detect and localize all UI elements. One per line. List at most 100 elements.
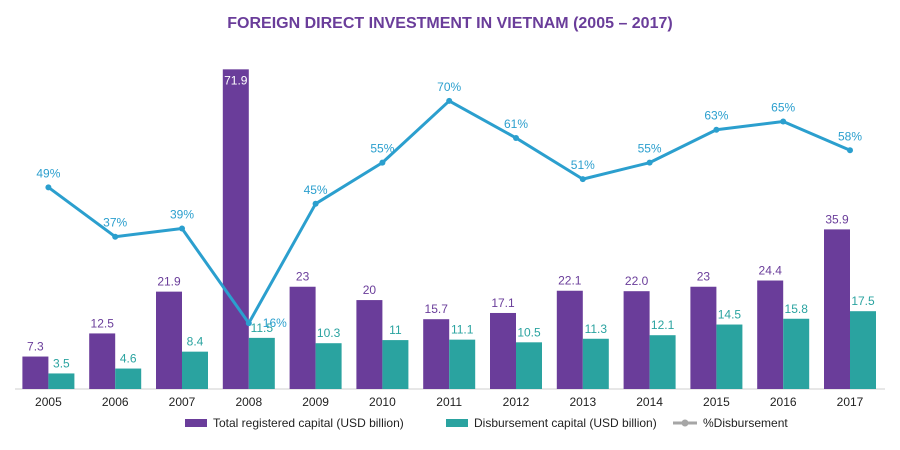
data-label-pct-disbursement-2009: 45% bbox=[304, 183, 328, 197]
x-tick-2012: 2012 bbox=[503, 395, 530, 409]
point-pct-disbursement-2010 bbox=[379, 159, 386, 166]
data-label-total-registered-2010: 20 bbox=[363, 283, 377, 297]
point-pct-disbursement-2005 bbox=[45, 184, 52, 191]
bar-total-registered-2014 bbox=[623, 291, 650, 389]
bar-total-registered-2011 bbox=[423, 319, 450, 389]
data-label-total-registered-2005: 7.3 bbox=[27, 340, 44, 354]
data-label-disbursement-2012: 10.5 bbox=[517, 325, 541, 339]
x-tick-2005: 2005 bbox=[35, 395, 62, 409]
data-label-disbursement-2005: 3.5 bbox=[53, 356, 70, 370]
data-label-disbursement-2014: 12.1 bbox=[651, 318, 675, 332]
x-tick-2016: 2016 bbox=[770, 395, 797, 409]
bar-total-registered-2008 bbox=[222, 69, 249, 389]
bar-total-registered-2009 bbox=[289, 286, 316, 389]
data-label-total-registered-2006: 12.5 bbox=[91, 316, 115, 330]
data-label-disbursement-2009: 10.3 bbox=[317, 326, 341, 340]
point-pct-disbursement-2009 bbox=[312, 200, 319, 207]
x-tick-2008: 2008 bbox=[235, 395, 262, 409]
bar-total-registered-2007 bbox=[156, 291, 182, 389]
data-label-total-registered-2011: 15.7 bbox=[425, 302, 449, 316]
bar-total-registered-2012 bbox=[490, 312, 516, 389]
legend: Total registered capital (USD billion) D… bbox=[185, 416, 788, 430]
bar-total-registered-2006 bbox=[89, 333, 116, 389]
data-label-disbursement-2011: 11.1 bbox=[451, 323, 474, 337]
point-pct-disbursement-2011 bbox=[446, 97, 453, 104]
bar-disbursement-2006 bbox=[115, 368, 142, 389]
bar-total-registered-2015 bbox=[690, 286, 717, 389]
bar-disbursement-2008 bbox=[248, 337, 275, 389]
data-label-pct-disbursement-2015: 63% bbox=[704, 109, 728, 123]
point-pct-disbursement-2013 bbox=[579, 176, 586, 183]
legend-label-total-registered: Total registered capital (USD billion) bbox=[213, 416, 404, 430]
x-tick-2006: 2006 bbox=[102, 395, 129, 409]
data-label-disbursement-2015: 14.5 bbox=[718, 308, 742, 322]
data-label-pct-disbursement-2005: 49% bbox=[36, 166, 60, 180]
point-pct-disbursement-2014 bbox=[646, 159, 653, 166]
data-label-disbursement-2006: 4.6 bbox=[120, 352, 137, 366]
data-label-total-registered-2014: 22.0 bbox=[625, 274, 649, 288]
point-pct-disbursement-2006 bbox=[112, 233, 119, 240]
data-label-disbursement-2016: 15.8 bbox=[785, 302, 809, 316]
point-pct-disbursement-2016 bbox=[780, 118, 787, 125]
bar-disbursement-2013 bbox=[582, 338, 609, 389]
line-pct-disbursement bbox=[47, 99, 851, 325]
data-label-total-registered-2013: 22.1 bbox=[558, 274, 582, 288]
data-label-total-registered-2016: 24.4 bbox=[759, 264, 783, 278]
legend-label-disbursement: Disbursement capital (USD billion) bbox=[474, 416, 657, 430]
bar-total-registered-2017 bbox=[824, 229, 850, 389]
point-pct-disbursement-2008 bbox=[245, 320, 252, 327]
data-label-pct-disbursement-2017: 58% bbox=[838, 129, 862, 143]
data-label-pct-disbursement-2006: 37% bbox=[103, 216, 127, 230]
point-pct-disbursement-2012 bbox=[513, 134, 519, 141]
bar-disbursement-2007 bbox=[182, 351, 208, 389]
bar-total-registered-2010 bbox=[356, 300, 383, 389]
bar-disbursement-2009 bbox=[315, 343, 342, 389]
data-label-disbursement-2008: 11.5 bbox=[251, 321, 274, 335]
data-label-pct-disbursement-2010: 55% bbox=[370, 142, 394, 156]
data-label-pct-disbursement-2012: 61% bbox=[504, 117, 528, 131]
data-label-pct-disbursement-2013: 51% bbox=[571, 158, 595, 172]
data-label-total-registered-2008: 71.9 bbox=[224, 73, 248, 87]
data-label-pct-disbursement-2016: 65% bbox=[771, 101, 795, 115]
data-label-total-registered-2009: 23 bbox=[296, 270, 310, 284]
legend-marker-pct-disbursement bbox=[681, 419, 689, 427]
bar-total-registered-2013 bbox=[556, 290, 583, 389]
bar-disbursement-2010 bbox=[382, 340, 409, 389]
x-tick-2013: 2013 bbox=[569, 395, 596, 409]
data-label-total-registered-2007: 21.9 bbox=[157, 275, 181, 289]
legend-label-pct-disbursement: %Disbursement bbox=[703, 416, 788, 430]
data-label-pct-disbursement-2014: 55% bbox=[638, 142, 662, 156]
data-label-disbursement-2017: 17.5 bbox=[851, 294, 875, 308]
data-label-disbursement-2007: 8.4 bbox=[187, 335, 204, 349]
x-tick-2009: 2009 bbox=[302, 395, 329, 409]
bar-total-registered-2016 bbox=[757, 280, 784, 389]
x-tick-2014: 2014 bbox=[636, 395, 663, 409]
data-label-pct-disbursement-2008: 16% bbox=[263, 316, 287, 330]
chart-title: FOREIGN DIRECT INVESTMENT IN VIETNAM (20… bbox=[227, 15, 672, 32]
bar-disbursement-2017 bbox=[850, 311, 876, 389]
bar-disbursement-2011 bbox=[449, 339, 476, 389]
data-label-pct-disbursement-2011: 70% bbox=[437, 80, 461, 94]
x-tick-2017: 2017 bbox=[837, 395, 864, 409]
x-tick-2011: 2011 bbox=[436, 395, 462, 409]
bar-disbursement-2014 bbox=[649, 335, 676, 389]
x-tick-2015: 2015 bbox=[703, 395, 730, 409]
x-tick-2010: 2010 bbox=[369, 395, 396, 409]
point-pct-disbursement-2017 bbox=[847, 147, 853, 154]
bar-disbursement-2016 bbox=[783, 318, 810, 389]
legend-swatch-total-registered bbox=[185, 419, 207, 427]
data-label-total-registered-2017: 35.9 bbox=[825, 212, 849, 226]
data-label-pct-disbursement-2007: 39% bbox=[170, 208, 194, 222]
x-tick-2007: 2007 bbox=[169, 395, 196, 409]
point-pct-disbursement-2007 bbox=[179, 225, 185, 232]
point-pct-disbursement-2015 bbox=[713, 126, 720, 133]
data-label-total-registered-2015: 23 bbox=[697, 270, 711, 284]
data-label-disbursement-2010: 11 bbox=[389, 323, 402, 337]
data-label-disbursement-2013: 11.3 bbox=[585, 322, 608, 336]
bar-disbursement-2012 bbox=[516, 342, 542, 389]
data-label-total-registered-2012: 17.1 bbox=[491, 296, 515, 310]
legend-swatch-disbursement bbox=[446, 419, 468, 427]
bar-disbursement-2005 bbox=[48, 373, 75, 389]
bar-total-registered-2005 bbox=[22, 356, 49, 389]
